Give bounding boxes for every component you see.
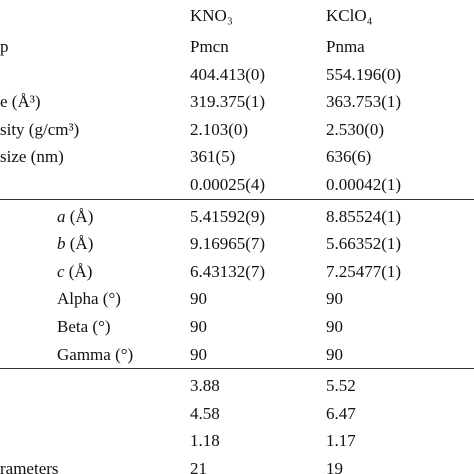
row-label: sity (g/cm³) <box>0 119 80 139</box>
row-divider <box>0 198 474 200</box>
row-label: Beta (°) <box>57 317 111 336</box>
cell-value: 90 <box>190 317 207 336</box>
cell-value: 90 <box>190 344 207 364</box>
cell-value: 7.25477(1) <box>326 261 402 281</box>
cell-value: 21 <box>190 459 207 474</box>
cell-value: 5.52 <box>326 376 356 396</box>
cell-value: 8.85524(1) <box>326 206 402 226</box>
row-label: c (Å) <box>57 262 92 282</box>
variable: a <box>57 206 66 226</box>
cell-value: 9.16965(7) <box>190 234 266 254</box>
cell-value: 1.17 <box>326 431 356 451</box>
cell-value: 0.00042(1) <box>326 175 402 194</box>
row-label: size (nm) <box>0 147 64 167</box>
cell-value: 6.47 <box>326 403 356 423</box>
row-divider <box>0 368 474 370</box>
row-label: rameters <box>0 459 59 474</box>
row-label: Gamma (°) <box>57 344 134 364</box>
cell-value: 1.18 <box>190 431 220 451</box>
cell-value: 404.413(0) <box>190 64 266 84</box>
row-label: p <box>0 37 9 56</box>
row-label: Alpha (°) <box>57 289 121 309</box>
cell-value: 319.375(1) <box>190 92 266 112</box>
cell-value: 554.196(0) <box>326 64 402 84</box>
variable: c <box>57 261 65 281</box>
row-label: b (Å) <box>57 234 93 254</box>
cell-value: 2.103(0) <box>190 119 249 139</box>
column-header: KClO₄ <box>326 6 373 25</box>
unit: (Å) <box>68 261 93 281</box>
cell-value: 6.43132(7) <box>190 261 266 281</box>
cell-value: 90 <box>326 317 343 336</box>
cell-value: 90 <box>326 344 343 364</box>
cell-value: 363.753(1) <box>326 92 402 112</box>
cell-value: 2.530(0) <box>326 119 385 139</box>
unit: (Å) <box>69 206 94 226</box>
cell-value: 636(6) <box>326 147 372 167</box>
column-header: KNO₃ <box>190 6 233 25</box>
row-label: a (Å) <box>57 207 93 227</box>
row-label: e (Å³) <box>0 92 41 112</box>
cell-value: 4.58 <box>190 403 220 423</box>
cell-value: 90 <box>326 289 343 309</box>
cell-value: 3.88 <box>190 376 220 396</box>
cell-value: 90 <box>190 289 207 309</box>
cell-value: 0.00025(4) <box>190 175 266 194</box>
cell-value: 361(5) <box>190 147 236 167</box>
unit: (Å) <box>69 234 94 254</box>
cell-value: 5.41592(9) <box>190 206 266 226</box>
variable: b <box>57 234 66 254</box>
cell-value: 5.66352(1) <box>326 234 402 254</box>
cell-value: Pmcn <box>190 37 229 56</box>
cell-value: 19 <box>326 459 343 474</box>
cell-value: Pnma <box>326 37 365 56</box>
